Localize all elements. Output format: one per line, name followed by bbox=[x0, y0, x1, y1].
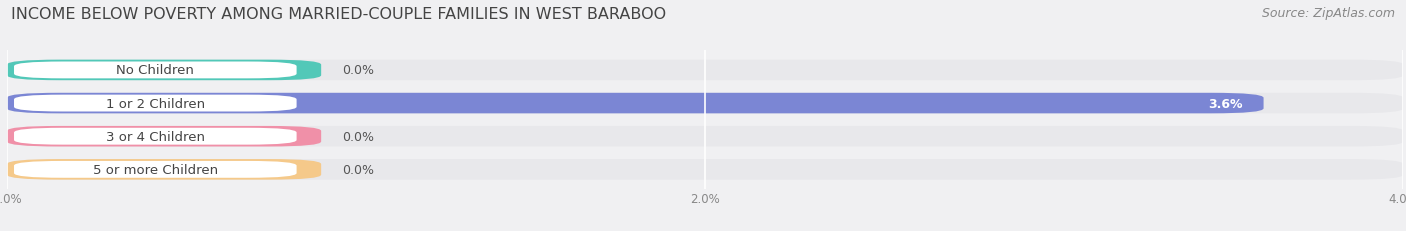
FancyBboxPatch shape bbox=[7, 159, 321, 180]
Text: Source: ZipAtlas.com: Source: ZipAtlas.com bbox=[1261, 7, 1395, 20]
Text: 0.0%: 0.0% bbox=[342, 163, 374, 176]
FancyBboxPatch shape bbox=[14, 95, 297, 112]
FancyBboxPatch shape bbox=[14, 161, 297, 178]
Text: INCOME BELOW POVERTY AMONG MARRIED-COUPLE FAMILIES IN WEST BARABOO: INCOME BELOW POVERTY AMONG MARRIED-COUPL… bbox=[11, 7, 666, 22]
Text: 3.6%: 3.6% bbox=[1208, 97, 1243, 110]
FancyBboxPatch shape bbox=[14, 62, 297, 79]
FancyBboxPatch shape bbox=[7, 159, 1403, 180]
Text: 1 or 2 Children: 1 or 2 Children bbox=[105, 97, 205, 110]
FancyBboxPatch shape bbox=[7, 60, 321, 81]
FancyBboxPatch shape bbox=[7, 126, 1403, 147]
FancyBboxPatch shape bbox=[7, 60, 1403, 81]
Text: 5 or more Children: 5 or more Children bbox=[93, 163, 218, 176]
Text: No Children: No Children bbox=[117, 64, 194, 77]
FancyBboxPatch shape bbox=[14, 128, 297, 145]
FancyBboxPatch shape bbox=[7, 126, 321, 147]
Text: 0.0%: 0.0% bbox=[342, 64, 374, 77]
FancyBboxPatch shape bbox=[7, 93, 1403, 114]
Text: 3 or 4 Children: 3 or 4 Children bbox=[105, 130, 205, 143]
Text: 0.0%: 0.0% bbox=[342, 130, 374, 143]
FancyBboxPatch shape bbox=[7, 93, 1264, 114]
